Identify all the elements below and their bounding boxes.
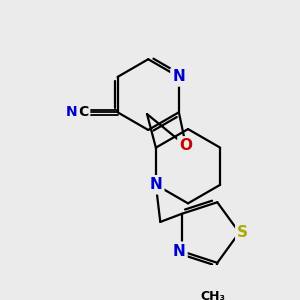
- Text: N: N: [149, 177, 162, 192]
- Text: CH₃: CH₃: [200, 290, 225, 300]
- Text: S: S: [237, 225, 248, 240]
- Text: O: O: [179, 138, 192, 153]
- Text: C: C: [78, 105, 88, 119]
- Text: N: N: [173, 244, 185, 259]
- Text: N: N: [66, 105, 77, 119]
- Text: N: N: [172, 69, 185, 84]
